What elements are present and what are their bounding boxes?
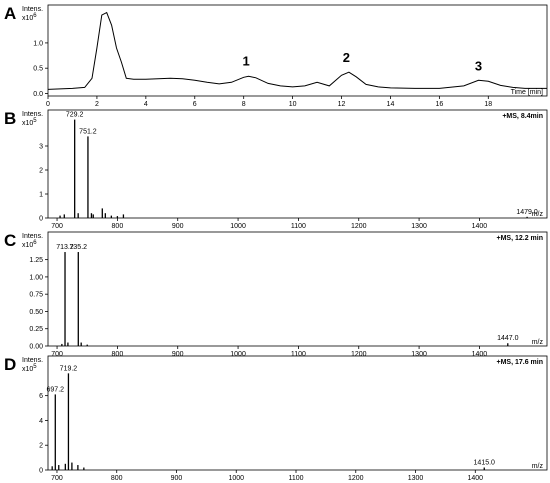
x-tick-label: 0 <box>46 101 50 108</box>
x-tick-label: 1200 <box>348 475 364 482</box>
plot-frame <box>47 231 548 347</box>
y-unit: Intens. <box>22 233 43 240</box>
panel-letter: C <box>4 231 16 250</box>
x-tick-label: 700 <box>51 223 63 230</box>
x-tick-label: 18 <box>484 101 492 108</box>
y-tick-label: 1.25 <box>29 257 43 264</box>
x-tick-label: 1100 <box>288 475 303 482</box>
x-tick-label: 14 <box>387 101 395 108</box>
y-tick-label: 3 <box>39 144 43 151</box>
x-tick-label: 1400 <box>467 475 483 482</box>
x-tick-label: 1200 <box>351 351 367 358</box>
x-tick-label: 800 <box>112 351 124 358</box>
x-tick-label: 16 <box>435 101 443 108</box>
y-tick-label: 6 <box>39 393 43 400</box>
x-tick-label: 1100 <box>291 351 306 358</box>
y-tick-label: 1 <box>39 192 43 199</box>
peak-label: 751.2 <box>79 128 97 135</box>
y-scale-base: x10 <box>22 366 33 373</box>
x-tick-label: 1200 <box>351 223 367 230</box>
peak-label: 1415.0 <box>474 460 496 467</box>
spectrum-label: +MS, 17.6 min <box>497 359 544 366</box>
plot-frame <box>47 4 548 97</box>
y-scale: x106 <box>22 13 37 22</box>
x-tick-label: 700 <box>51 475 63 482</box>
x-axis-label: m/z <box>532 463 544 470</box>
y-tick-label: 0.50 <box>29 309 43 316</box>
spectrum-label: +MS, 8.4min <box>502 113 543 120</box>
y-tick-label: 1.0 <box>33 40 43 47</box>
y-tick-label: 1.00 <box>29 274 43 281</box>
y-tick-label: 0 <box>39 468 43 475</box>
x-axis-label: Time [min] <box>511 89 543 96</box>
x-axis-label: m/z <box>532 339 544 346</box>
peak-annotation: 1 <box>243 54 250 69</box>
y-tick-label: 2 <box>39 443 43 450</box>
y-scale: x105 <box>22 364 37 373</box>
y-unit: Intens. <box>22 111 43 118</box>
peak-annotation: 3 <box>475 59 482 74</box>
y-tick-label: 2 <box>39 168 43 175</box>
x-tick-label: 1100 <box>291 223 306 230</box>
x-tick-label: 900 <box>172 351 184 358</box>
x-tick-label: 1300 <box>411 223 427 230</box>
peak-label: 697.2 <box>47 386 65 393</box>
x-tick-label: 4 <box>144 101 148 108</box>
y-tick-label: 0.5 <box>33 66 43 73</box>
x-tick-label: 2 <box>95 101 99 108</box>
x-tick-label: 1400 <box>472 223 488 230</box>
x-tick-label: 1000 <box>230 223 246 230</box>
x-tick-label: 1000 <box>230 351 246 358</box>
y-scale-exponent: 6 <box>33 240 37 246</box>
x-tick-label: 1300 <box>408 475 424 482</box>
y-tick-label: 0.0 <box>33 91 43 98</box>
y-scale-base: x10 <box>22 15 33 22</box>
x-tick-label: 8 <box>242 101 246 108</box>
x-tick-label: 900 <box>172 223 184 230</box>
x-tick-label: 1300 <box>411 351 427 358</box>
chromatogram-line <box>47 11 547 90</box>
y-scale-base: x10 <box>22 242 33 249</box>
y-tick-label: 0.75 <box>29 292 43 299</box>
plot-frame <box>47 355 548 471</box>
x-tick-label: 12 <box>338 101 346 108</box>
peak-label: 1447.0 <box>497 335 519 342</box>
y-unit: Intens. <box>22 6 43 13</box>
peak-label: 735.2 <box>70 244 88 251</box>
x-tick-label: 1400 <box>472 351 488 358</box>
plot-frame <box>47 109 548 219</box>
x-tick-label: 800 <box>112 223 124 230</box>
y-tick-label: 4 <box>39 418 43 425</box>
spectrum-label: +MS, 12.2 min <box>497 235 544 242</box>
y-scale: x105 <box>22 118 37 127</box>
y-tick-label: 0 <box>39 216 43 223</box>
y-scale-exponent: 5 <box>33 364 37 370</box>
x-tick-label: 700 <box>51 351 63 358</box>
panel-letter: B <box>4 109 16 128</box>
x-tick-label: 900 <box>171 475 183 482</box>
y-scale-exponent: 5 <box>33 118 37 124</box>
peak-label: 729.2 <box>66 112 84 119</box>
panel-letter: D <box>4 355 16 374</box>
x-tick-label: 6 <box>193 101 197 108</box>
peak-label: 719.2 <box>60 365 78 372</box>
y-scale-exponent: 6 <box>33 13 37 19</box>
peak-label: 1479.0 <box>516 209 538 216</box>
y-scale-base: x10 <box>22 120 33 127</box>
peak-label: 713.2 <box>56 244 74 251</box>
y-unit: Intens. <box>22 357 43 364</box>
y-scale: x106 <box>22 240 37 249</box>
x-axis-label: m/z <box>532 211 544 218</box>
y-tick-label: 0.00 <box>29 344 43 351</box>
y-tick-label: 0.25 <box>29 326 43 333</box>
x-tick-label: 800 <box>111 475 123 482</box>
panel-letter: A <box>4 4 16 23</box>
peak-annotation: 2 <box>343 50 350 65</box>
x-tick-label: 1000 <box>228 475 244 482</box>
x-tick-label: 10 <box>289 101 297 108</box>
